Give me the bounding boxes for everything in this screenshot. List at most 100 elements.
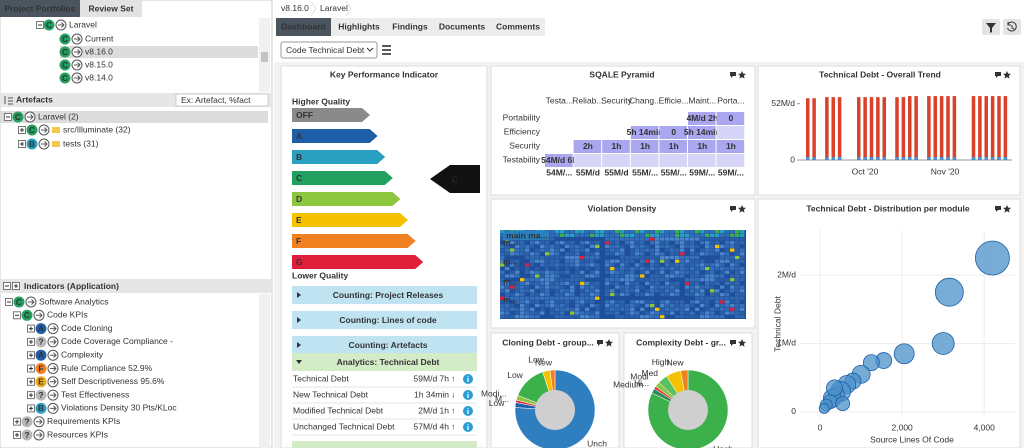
tab-label[interactable]: Project Portfolios [5, 3, 76, 13]
indicator-item[interactable]: Code Coverage Compliance - [61, 336, 173, 346]
accordion-header[interactable] [292, 336, 477, 354]
breadcrumb[interactable]: v8.16.0 [281, 3, 309, 13]
treemap-cell [710, 304, 715, 308]
comment-icon[interactable] [995, 72, 1001, 78]
tree-item[interactable]: Current [85, 33, 114, 43]
comment-icon[interactable] [730, 206, 736, 212]
treemap-cell [660, 285, 665, 289]
indicator-item[interactable]: Complexity [61, 349, 104, 359]
treemap-cell [585, 300, 590, 304]
tree-item[interactable]: Laravel [69, 19, 97, 29]
comment-icon[interactable] [597, 340, 603, 346]
tab-label[interactable]: Highlights [338, 21, 380, 31]
indicator-item[interactable]: Code Cloning [61, 323, 113, 333]
rating-letter: C [62, 60, 68, 70]
treemap-cell [655, 241, 660, 245]
treemap-cell [570, 230, 575, 234]
treemap-cell [685, 237, 690, 241]
tab-label[interactable]: Findings [392, 21, 428, 31]
indicator-item[interactable]: Test Effectiveness [61, 389, 129, 399]
treemap-cell [615, 278, 620, 282]
treemap-cell [535, 248, 540, 252]
accordion-title[interactable]: Counting: Project Releases [333, 290, 444, 300]
treemap-cell [670, 281, 675, 285]
treemap-cell [530, 296, 535, 300]
menu-icon[interactable] [382, 45, 391, 55]
treemap-cell [640, 315, 645, 319]
treemap-cell [605, 304, 610, 308]
indicator-item[interactable]: Software Analytics [39, 296, 108, 306]
breadcrumb[interactable]: Laravel [320, 3, 348, 13]
indicator-item[interactable]: Self Descriptiveness 95.6% [61, 376, 165, 386]
treemap-cell [580, 248, 585, 252]
tree-item[interactable]: tests (31) [63, 138, 99, 148]
comment-icon[interactable] [995, 206, 1001, 212]
accordion-header[interactable] [292, 311, 477, 329]
tab-label[interactable]: Dashboard [281, 21, 325, 31]
tree-item[interactable]: v8.16.0 [85, 46, 113, 56]
treemap-cell [705, 274, 710, 278]
star-icon[interactable] [1003, 205, 1011, 213]
treemap-cell [695, 255, 700, 260]
tab[interactable] [491, 18, 545, 36]
treemap-cell [655, 248, 660, 252]
goto-arrow [74, 49, 81, 55]
tab[interactable] [387, 18, 433, 36]
treemap-cell [550, 248, 555, 252]
treemap-cell [720, 255, 725, 260]
star-icon[interactable] [1003, 71, 1011, 79]
indicator-item[interactable]: Requirements KPIs [47, 416, 120, 426]
accordion-title[interactable]: Counting: Lines of code [339, 315, 437, 325]
accordion-header[interactable] [292, 286, 477, 304]
treemap-cell [585, 237, 590, 241]
tree-item[interactable]: v8.15.0 [85, 59, 113, 69]
selector[interactable] [280, 41, 378, 59]
treemap-cell [630, 281, 635, 285]
treemap-cell [605, 278, 610, 282]
indicator-item[interactable]: Rule Compliance 52.9% [61, 363, 153, 373]
tab-active[interactable] [0, 0, 80, 17]
column-total: 55M/... [632, 167, 658, 177]
treemap-cell [635, 278, 640, 282]
treemap-cell [680, 255, 685, 260]
comment-icon[interactable] [730, 72, 736, 78]
treemap-cell [530, 307, 535, 311]
accordion-title[interactable]: Analytics: Technical Debt [337, 357, 440, 367]
row-label: Portability [503, 112, 541, 122]
accordion-header[interactable] [292, 353, 477, 371]
star-icon[interactable] [605, 339, 613, 347]
tab[interactable] [80, 0, 142, 17]
treemap-cell [575, 267, 580, 271]
treemap-cell [710, 315, 715, 319]
treemap-cell [740, 281, 745, 285]
treemap-cell [570, 237, 575, 241]
tab-label[interactable]: Review Set [89, 3, 134, 13]
tab-label[interactable]: Comments [496, 21, 540, 31]
comment-icon[interactable] [730, 340, 736, 346]
star-icon[interactable] [738, 205, 746, 213]
treemap-cell [605, 267, 610, 271]
search-box[interactable] [175, 93, 269, 107]
star-icon[interactable] [738, 71, 746, 79]
selector-label[interactable]: Code Technical Debt [286, 45, 365, 55]
indicator-item[interactable]: Violations Density 30 Pts/KLoc [61, 403, 177, 413]
treemap-cell [680, 248, 685, 252]
tab[interactable] [331, 18, 387, 36]
treemap-cell [740, 278, 745, 282]
treemap-cell [600, 252, 605, 256]
accordion-title[interactable]: Counting: Artefacts [348, 340, 427, 350]
treemap-cell [655, 233, 660, 237]
tab-label[interactable]: Documents [439, 21, 486, 31]
indicator-item[interactable]: Resources KPIs [47, 429, 108, 439]
tab-active[interactable] [276, 18, 331, 36]
treemap-cell [645, 230, 650, 234]
tree-item[interactable]: Laravel (2) [38, 111, 79, 121]
tree-item[interactable]: src/Illuminate (32) [63, 124, 131, 134]
tab[interactable] [433, 18, 491, 36]
treemap-cell [720, 241, 725, 245]
treemap-cell [520, 241, 525, 245]
tree-item[interactable]: v8.14.0 [85, 72, 113, 82]
star-icon[interactable] [738, 339, 746, 347]
treemap-cell [605, 285, 610, 289]
indicator-item[interactable]: Code KPIs [47, 310, 88, 320]
